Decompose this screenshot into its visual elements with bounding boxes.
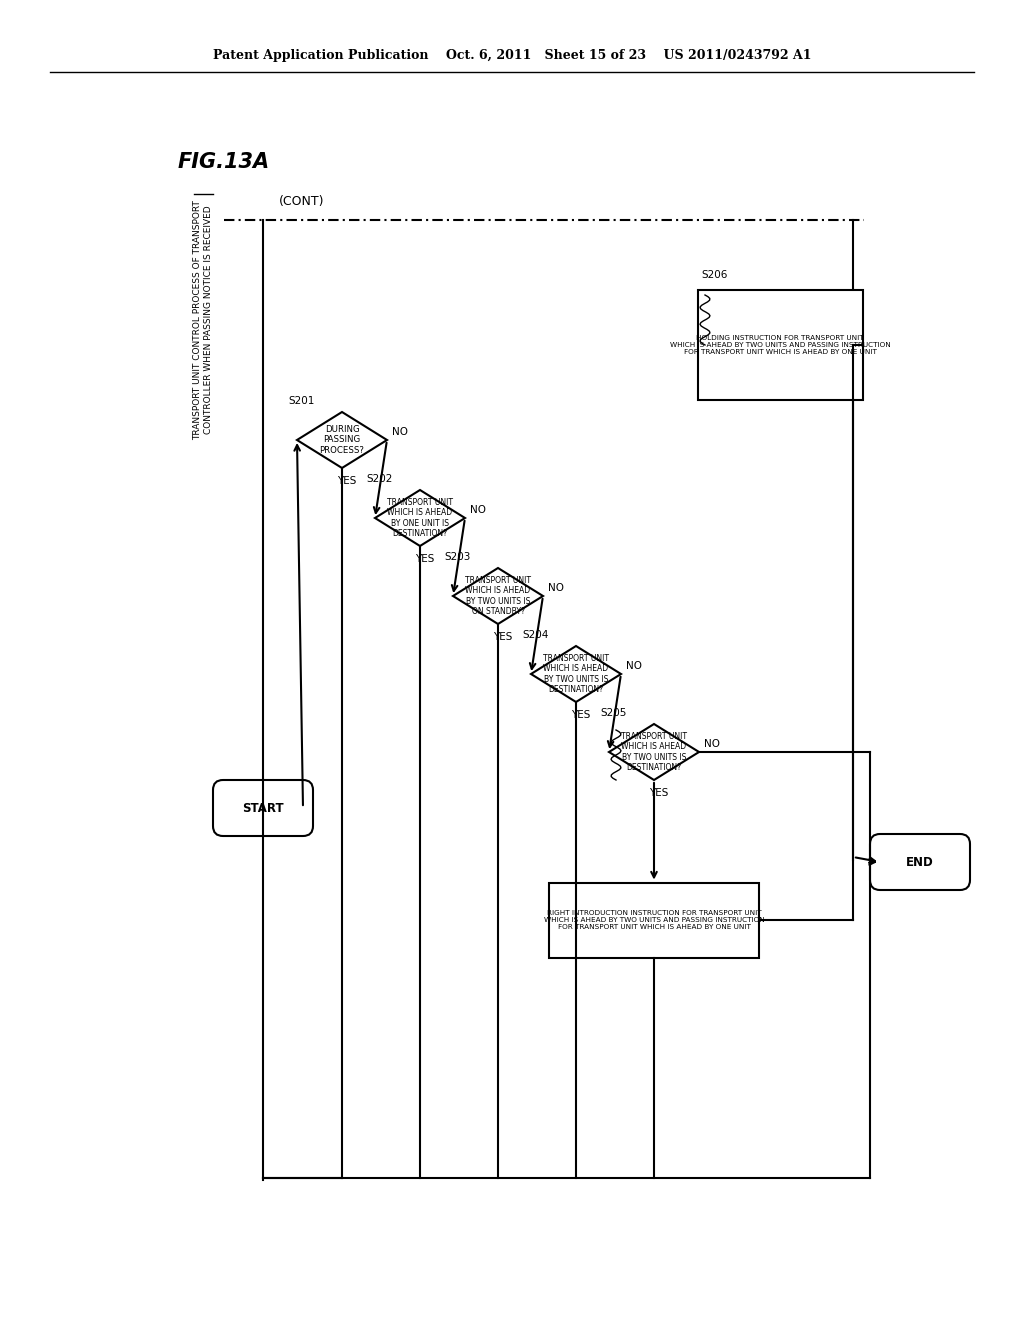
Text: S202: S202 <box>367 474 393 484</box>
Text: FIG.13A: FIG.13A <box>178 152 270 172</box>
FancyBboxPatch shape <box>870 834 970 890</box>
Text: YES: YES <box>571 710 591 719</box>
Text: NO: NO <box>626 661 642 671</box>
Text: YES: YES <box>494 632 513 642</box>
FancyBboxPatch shape <box>213 780 313 836</box>
Text: TRANSPORT UNIT
WHICH IS AHEAD
BY TWO UNITS IS
DESTINATION?: TRANSPORT UNIT WHICH IS AHEAD BY TWO UNI… <box>621 731 687 772</box>
Text: S206: S206 <box>701 271 728 280</box>
Text: NO: NO <box>548 583 564 593</box>
Text: S201: S201 <box>289 396 315 407</box>
Text: END: END <box>906 855 934 869</box>
Text: TRANSPORT UNIT
WHICH IS AHEAD
BY TWO UNITS IS
ON STANDBY?: TRANSPORT UNIT WHICH IS AHEAD BY TWO UNI… <box>465 576 531 616</box>
Text: TRANSPORT UNIT CONTROL PROCESS OF TRANSPORT
CONTROLLER WHEN PASSING NOTICE IS RE: TRANSPORT UNIT CONTROL PROCESS OF TRANSP… <box>194 201 213 440</box>
Text: S203: S203 <box>444 552 471 562</box>
Text: NO: NO <box>392 426 408 437</box>
Text: RIGHT INTRODUCTION INSTRUCTION FOR TRANSPORT UNIT
WHICH IS AHEAD BY TWO UNITS AN: RIGHT INTRODUCTION INSTRUCTION FOR TRANS… <box>544 909 764 931</box>
Text: YES: YES <box>649 788 669 799</box>
Bar <box>697 290 862 400</box>
Text: YES: YES <box>337 477 356 486</box>
Text: NO: NO <box>470 506 486 515</box>
Text: HOLDING INSTRUCTION FOR TRANSPORT UNIT
WHICH IS AHEAD BY TWO UNITS AND PASSING I: HOLDING INSTRUCTION FOR TRANSPORT UNIT W… <box>670 335 891 355</box>
Text: YES: YES <box>416 554 434 564</box>
Bar <box>549 883 759 957</box>
Text: (CONT): (CONT) <box>280 195 325 209</box>
Text: TRANSPORT UNIT
WHICH IS AHEAD
BY TWO UNITS IS
DESTINATION?: TRANSPORT UNIT WHICH IS AHEAD BY TWO UNI… <box>543 653 609 694</box>
Text: S204: S204 <box>523 630 549 640</box>
Text: TRANSPORT UNIT
WHICH IS AHEAD
BY ONE UNIT IS
DESTINATION?: TRANSPORT UNIT WHICH IS AHEAD BY ONE UNI… <box>387 498 453 539</box>
Text: S205: S205 <box>601 708 627 718</box>
Text: Patent Application Publication    Oct. 6, 2011   Sheet 15 of 23    US 2011/02437: Patent Application Publication Oct. 6, 2… <box>213 49 811 62</box>
Text: NO: NO <box>705 739 720 748</box>
Text: DURING
PASSING
PROCESS?: DURING PASSING PROCESS? <box>319 425 365 455</box>
Text: START: START <box>243 801 284 814</box>
